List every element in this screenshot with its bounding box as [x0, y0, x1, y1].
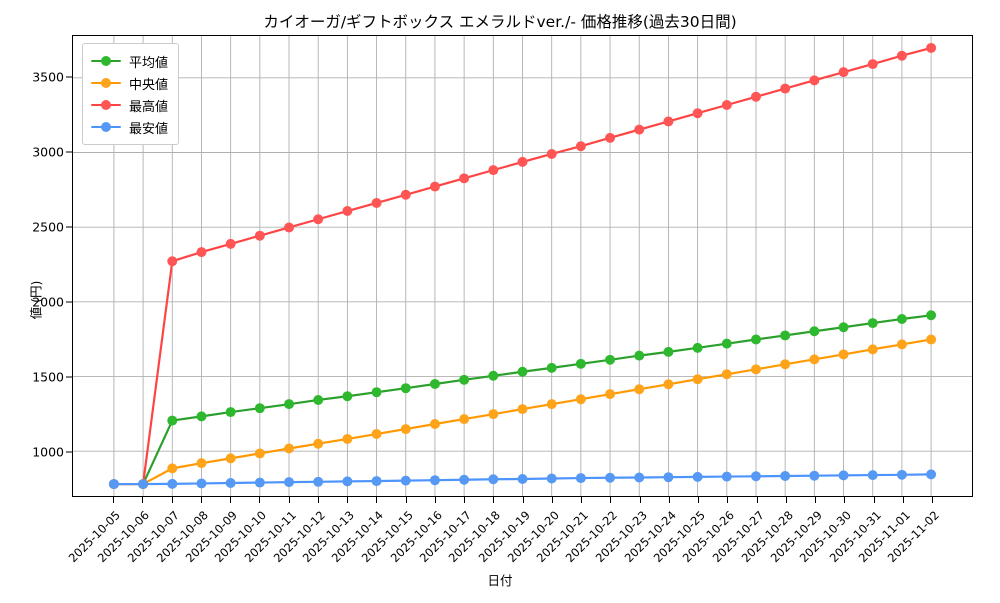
data-series-layer	[108, 42, 937, 490]
legend-swatch-icon	[91, 98, 121, 112]
x-tick-mark	[610, 497, 612, 503]
x-tick-mark	[639, 497, 641, 503]
y-tick-label: 3000	[32, 144, 64, 160]
y-tick-mark	[66, 226, 72, 228]
plot-area	[72, 35, 973, 497]
x-tick-mark	[113, 497, 114, 503]
x-tick-mark	[932, 497, 933, 503]
y-tick-mark	[66, 151, 72, 153]
chart-legend: 平均値中央値最高値最安値	[82, 43, 180, 145]
x-tick-mark	[259, 497, 261, 503]
x-tick-mark	[668, 497, 670, 503]
legend-swatch-icon	[91, 76, 121, 90]
x-tick-mark	[756, 497, 758, 503]
x-tick-mark	[347, 497, 348, 503]
y-tick-label: 2000	[32, 294, 64, 310]
x-tick-mark	[493, 497, 495, 503]
x-tick-mark	[376, 497, 378, 503]
x-tick-mark	[142, 497, 144, 503]
x-axis-title: 日付	[487, 573, 513, 588]
y-tick-mark	[66, 451, 72, 453]
x-tick-mark	[902, 497, 904, 503]
legend-label: 最安値	[129, 121, 169, 137]
y-tick-label: 3500	[32, 69, 64, 85]
legend-item-2[interactable]: 最高値	[91, 94, 168, 116]
y-tick-label: 2500	[32, 219, 64, 235]
y-tick-label: 1000	[32, 444, 64, 460]
x-tick-mark	[815, 497, 816, 503]
x-tick-mark	[464, 497, 465, 503]
x-tick-mark	[522, 497, 524, 503]
x-tick-mark	[581, 497, 582, 503]
legend-label: 平均値	[129, 55, 169, 71]
y-tick-label: 1500	[32, 369, 64, 385]
x-tick-mark	[785, 497, 787, 503]
x-tick-mark	[405, 497, 407, 503]
x-tick-mark	[873, 497, 875, 503]
x-tick-mark	[434, 497, 436, 503]
x-tick-mark	[171, 497, 173, 503]
legend-swatch-icon	[91, 120, 121, 134]
x-tick-mark	[844, 497, 846, 503]
series-2	[108, 42, 937, 490]
y-axis-tick-labels: 1000 1500 2000 2500 3000 3500	[0, 35, 64, 497]
y-tick-mark	[66, 76, 72, 78]
chart-title: カイオーガ/ギフトボックス エメラルドver./- 価格推移(過去30日間)	[263, 13, 737, 31]
legend-label: 中央値	[129, 77, 169, 93]
x-tick-mark	[698, 497, 699, 503]
x-tick-mark	[317, 497, 319, 503]
legend-label: 最高値	[129, 99, 169, 115]
x-tick-mark	[230, 497, 231, 503]
x-tick-mark	[200, 497, 202, 503]
y-tick-mark	[66, 301, 72, 303]
x-tick-mark	[551, 497, 553, 503]
x-tick-mark	[288, 497, 290, 503]
legend-swatch-icon	[91, 54, 121, 68]
legend-item-3[interactable]: 最安値	[91, 116, 168, 138]
series-3	[108, 469, 937, 490]
legend-item-0[interactable]: 平均値	[91, 50, 168, 72]
y-tick-mark	[66, 376, 72, 378]
series-1	[108, 334, 937, 490]
legend-item-1[interactable]: 中央値	[91, 72, 168, 94]
x-tick-mark	[727, 497, 729, 503]
